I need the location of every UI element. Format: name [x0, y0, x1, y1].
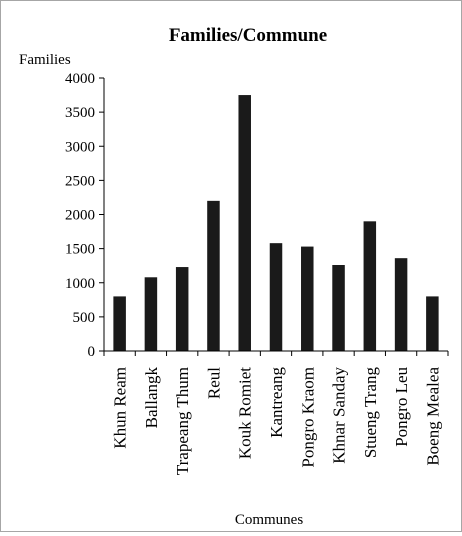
x-axis-label: Communes: [235, 512, 303, 528]
x-category-label: Kouk Romiet: [236, 367, 255, 459]
bar: [144, 277, 158, 351]
y-axis-label: Families: [19, 52, 71, 68]
y-tick-label: 0: [88, 344, 96, 360]
x-category-label: Stueng Trang: [361, 367, 380, 459]
chart-title: Families/Commune: [169, 25, 327, 46]
bar: [269, 243, 283, 351]
y-axis: 0 500 1000 1500 2000 2500 3000 3500 4000: [65, 71, 105, 360]
bar: [332, 265, 345, 351]
bars: [113, 95, 439, 351]
x-category-label: Boeng Mealea: [423, 367, 442, 466]
bar: [394, 258, 408, 351]
x-category-label: Khun Ream: [111, 367, 130, 449]
bar: [301, 246, 314, 351]
bar: [426, 296, 439, 351]
y-tick-label: 2000: [65, 208, 95, 224]
y-tick-label: 3500: [65, 105, 95, 121]
x-category-label: Ballangk: [142, 367, 161, 429]
x-category-label: Pongro Kraom: [298, 367, 317, 468]
y-tick-label: 1500: [65, 242, 95, 258]
y-tick-label: 2500: [65, 173, 95, 189]
bar: [238, 95, 251, 351]
x-category-label: Reul: [204, 367, 223, 399]
y-tick-label: 3000: [65, 139, 95, 155]
y-tick-label: 500: [73, 310, 96, 326]
y-tick-label: 1000: [65, 276, 95, 292]
bar: [207, 200, 220, 351]
bar: [113, 296, 126, 351]
x-category-label: Pongro Leu: [392, 367, 411, 447]
x-axis: Khun Ream Ballangk Trapeang Thum Reul Kouk R…: [103, 350, 449, 475]
y-tick-label: 4000: [65, 71, 95, 87]
x-category-label: Khnar Sanday: [330, 367, 349, 464]
bar: [363, 221, 377, 351]
x-category-label: Trapeang Thum: [173, 367, 192, 475]
bar: [175, 267, 189, 351]
x-category-label: Kantreang: [267, 367, 286, 438]
